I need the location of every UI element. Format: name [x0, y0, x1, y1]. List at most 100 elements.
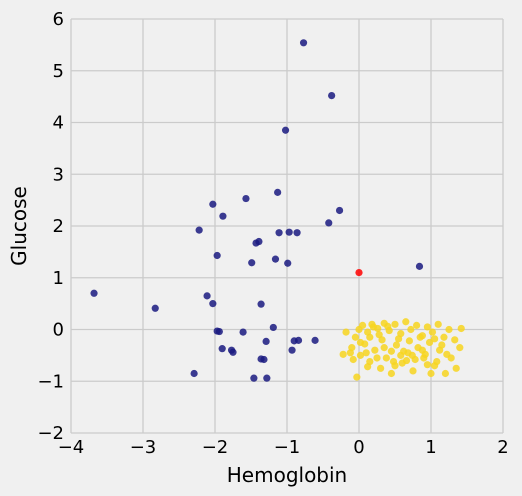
- data-point: [190, 369, 198, 378]
- data-point: [427, 369, 435, 378]
- y-tick-label: 1: [53, 268, 64, 289]
- data-point: [368, 320, 376, 328]
- y-tick-label: 5: [53, 61, 64, 82]
- data-point: [311, 336, 319, 344]
- data-point: [415, 262, 424, 270]
- data-point: [371, 346, 379, 354]
- data-point: [384, 322, 392, 330]
- data-point: [271, 255, 280, 263]
- data-point: [356, 351, 365, 359]
- y-tick-label: 2: [53, 216, 64, 237]
- data-point: [391, 320, 399, 328]
- data-point: [380, 344, 388, 352]
- x-tick-label: −3: [130, 437, 157, 458]
- data-point: [213, 251, 221, 260]
- data-point: [229, 348, 237, 356]
- data-point: [349, 355, 357, 364]
- data-point: [434, 320, 442, 328]
- data-point: [452, 364, 460, 372]
- data-point: [374, 324, 382, 333]
- data-point: [248, 259, 256, 267]
- data-point: [387, 347, 395, 355]
- data-point: [215, 327, 223, 336]
- data-point: [353, 373, 361, 381]
- y-tick-label: 0: [53, 320, 64, 341]
- x-tick-label: 2: [497, 437, 508, 458]
- data-point: [252, 239, 260, 247]
- data-point: [90, 289, 98, 297]
- x-tick-label: −4: [58, 437, 85, 458]
- x-tick-label: −1: [274, 437, 301, 458]
- data-point: [342, 328, 350, 336]
- data-point: [425, 338, 434, 347]
- data-point: [151, 304, 159, 312]
- data-point: [402, 318, 410, 326]
- data-point: [392, 341, 401, 349]
- data-point: [335, 206, 344, 215]
- y-tick-label: −1: [37, 371, 64, 392]
- data-point: [209, 200, 217, 208]
- data-point: [395, 335, 403, 343]
- data-point: [284, 259, 292, 267]
- data-point: [362, 349, 370, 357]
- data-point: [377, 364, 385, 372]
- data-point: [281, 126, 290, 134]
- data-point: [409, 367, 417, 375]
- data-point: [433, 357, 441, 366]
- data-point: [373, 354, 381, 362]
- data-point: [438, 341, 446, 349]
- data-point: [269, 323, 277, 332]
- data-point: [456, 344, 464, 352]
- data-point: [397, 351, 405, 359]
- x-axis-label: Hemoglobin: [227, 463, 347, 487]
- data-point: [451, 336, 459, 344]
- data-point: [293, 229, 301, 237]
- data-point: [407, 325, 415, 334]
- data-point: [364, 363, 372, 371]
- data-point: [275, 229, 283, 237]
- data-point: [445, 325, 453, 334]
- data-point: [325, 219, 333, 227]
- y-tick-label: 3: [53, 164, 64, 185]
- data-point: [418, 346, 426, 354]
- x-tick-label: 0: [353, 437, 364, 458]
- data-point: [260, 355, 268, 364]
- data-point: [239, 328, 247, 336]
- data-point: [440, 333, 448, 341]
- data-point: [356, 338, 365, 347]
- y-axis-label: Glucose: [7, 186, 31, 266]
- x-tick-label: −2: [202, 437, 229, 458]
- data-point: [405, 337, 413, 345]
- data-point: [408, 351, 416, 359]
- data-point: [299, 39, 308, 47]
- data-point: [250, 374, 258, 382]
- data-point: [348, 344, 356, 352]
- data-point: [441, 369, 449, 378]
- data-point: [219, 212, 227, 220]
- data-point: [378, 336, 386, 344]
- data-point: [359, 321, 367, 329]
- data-point: [257, 300, 265, 308]
- data-point: [195, 226, 203, 234]
- data-point: [443, 350, 451, 358]
- data-point: [355, 268, 363, 277]
- data-point: [203, 292, 211, 300]
- data-point: [339, 350, 347, 358]
- y-tick-label: 4: [53, 113, 64, 134]
- data-point: [423, 361, 431, 369]
- data-point: [262, 337, 270, 346]
- data-point: [431, 335, 439, 343]
- data-point: [328, 91, 336, 100]
- data-point: [457, 324, 465, 333]
- data-point: [274, 188, 282, 196]
- data-point: [285, 228, 293, 236]
- data-point: [288, 346, 296, 354]
- data-point: [428, 328, 437, 336]
- data-point: [416, 333, 424, 341]
- data-point: [366, 333, 374, 341]
- data-point: [402, 356, 411, 365]
- data-point: [423, 323, 431, 331]
- data-point: [413, 321, 421, 329]
- y-tick-label: 6: [53, 9, 64, 30]
